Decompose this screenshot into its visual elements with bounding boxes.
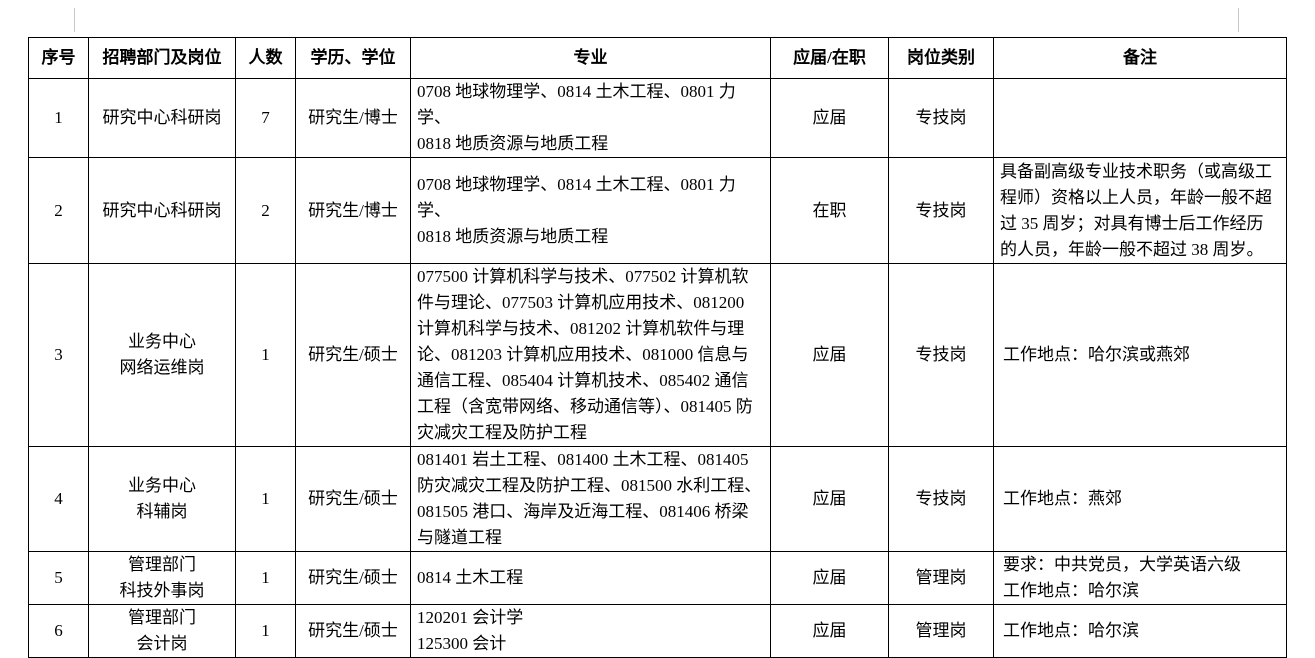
- cell-type: 管理岗: [888, 604, 994, 658]
- cell-dept: 研究中心科研岗: [88, 157, 236, 264]
- cell-type: 管理岗: [888, 551, 994, 605]
- cell-no: 4: [28, 446, 89, 552]
- cell-no: 6: [28, 604, 89, 658]
- header-degree: 学历、学位: [295, 37, 411, 79]
- header-count: 人数: [235, 37, 296, 79]
- table-row: 6 管理部门 会计岗 1 研究生/硕士 120201 会计学 125300 会计 应届 管理…: [28, 604, 1287, 658]
- header-major: 专业: [410, 37, 771, 79]
- cell-major: 0708 地球物理学、0814 土木工程、0801 力学、 0818 地质资源与…: [410, 78, 771, 158]
- cell-dept: 研究中心科研岗: [88, 78, 236, 158]
- cell-status: 应届: [770, 551, 889, 605]
- cell-status: 在职: [770, 157, 889, 264]
- cell-count: 1: [235, 604, 296, 658]
- page-corner-mark-left: [74, 8, 75, 32]
- cell-degree: 研究生/博士: [295, 157, 411, 264]
- cell-dept: 业务中心 科辅岗: [88, 446, 236, 552]
- cell-note: 具备副高级专业技术职务（或高级工 程师）资格以上人员，年龄一般不超 过 35 周…: [993, 157, 1287, 264]
- cell-no: 1: [28, 78, 89, 158]
- cell-degree: 研究生/硕士: [295, 604, 411, 658]
- cell-no: 5: [28, 551, 89, 605]
- cell-count: 1: [235, 446, 296, 552]
- cell-note: 工作地点：哈尔滨: [993, 604, 1287, 658]
- cell-note: 工作地点：燕郊: [993, 446, 1287, 552]
- header-status: 应届/在职: [770, 37, 889, 79]
- table-row: 1 研究中心科研岗 7 研究生/博士 0708 地球物理学、0814 土木工程、0801…: [28, 78, 1287, 158]
- header-row: 序号 招聘部门及岗位 人数 学历、学位 专业 应届/在职 岗位类别 备注: [28, 37, 1287, 79]
- cell-degree: 研究生/硕士: [295, 446, 411, 552]
- cell-count: 1: [235, 551, 296, 605]
- cell-note: [993, 78, 1287, 158]
- cell-major: 081401 岩土工程、081400 土木工程、081405 防灾减灾工程及防护…: [410, 446, 771, 552]
- header-dept: 招聘部门及岗位: [88, 37, 236, 79]
- cell-degree: 研究生/博士: [295, 78, 411, 158]
- table-row: 2 研究中心科研岗 2 研究生/博士 0708 地球物理学、0814 土木工程、0801…: [28, 157, 1287, 264]
- cell-major: 0708 地球物理学、0814 土木工程、0801 力学、 0818 地质资源与…: [410, 157, 771, 264]
- cell-major: 0814 土木工程: [410, 551, 771, 605]
- cell-note: 工作地点：哈尔滨或燕郊: [993, 263, 1287, 447]
- cell-type: 专技岗: [888, 446, 994, 552]
- cell-major: 120201 会计学 125300 会计: [410, 604, 771, 658]
- cell-degree: 研究生/硕士: [295, 551, 411, 605]
- cell-dept: 业务中心 网络运维岗: [88, 263, 236, 447]
- header-no: 序号: [28, 37, 89, 79]
- table-row: 5 管理部门 科技外事岗 1 研究生/硕士 0814 土木工程 应届 管理岗 要求：中共党员，…: [28, 551, 1287, 605]
- cell-count: 1: [235, 263, 296, 447]
- cell-note: 要求：中共党员，大学英语六级 工作地点：哈尔滨: [993, 551, 1287, 605]
- cell-type: 专技岗: [888, 78, 994, 158]
- cell-count: 2: [235, 157, 296, 264]
- cell-status: 应届: [770, 446, 889, 552]
- header-note: 备注: [993, 37, 1287, 79]
- cell-no: 2: [28, 157, 89, 264]
- cell-status: 应届: [770, 78, 889, 158]
- cell-count: 7: [235, 78, 296, 158]
- table-row: 3 业务中心 网络运维岗 1 研究生/硕士 077500 计算机科学与技术、077502…: [28, 263, 1287, 447]
- cell-status: 应届: [770, 604, 889, 658]
- cell-type: 专技岗: [888, 157, 994, 264]
- cell-major: 077500 计算机科学与技术、077502 计算机软 件与理论、077503 …: [410, 263, 771, 447]
- cell-type: 专技岗: [888, 263, 994, 447]
- cell-degree: 研究生/硕士: [295, 263, 411, 447]
- table-row: 4 业务中心 科辅岗 1 研究生/硕士 081401 岩土工程、081400 土木工程、…: [28, 446, 1287, 552]
- cell-no: 3: [28, 263, 89, 447]
- cell-status: 应届: [770, 263, 889, 447]
- page-corner-mark-right: [1238, 8, 1239, 32]
- cell-dept: 管理部门 科技外事岗: [88, 551, 236, 605]
- header-type: 岗位类别: [888, 37, 994, 79]
- cell-dept: 管理部门 会计岗: [88, 604, 236, 658]
- recruitment-table: 序号 招聘部门及岗位 人数 学历、学位 专业 应届/在职 岗位类别 备注 1 研究…: [28, 37, 1287, 658]
